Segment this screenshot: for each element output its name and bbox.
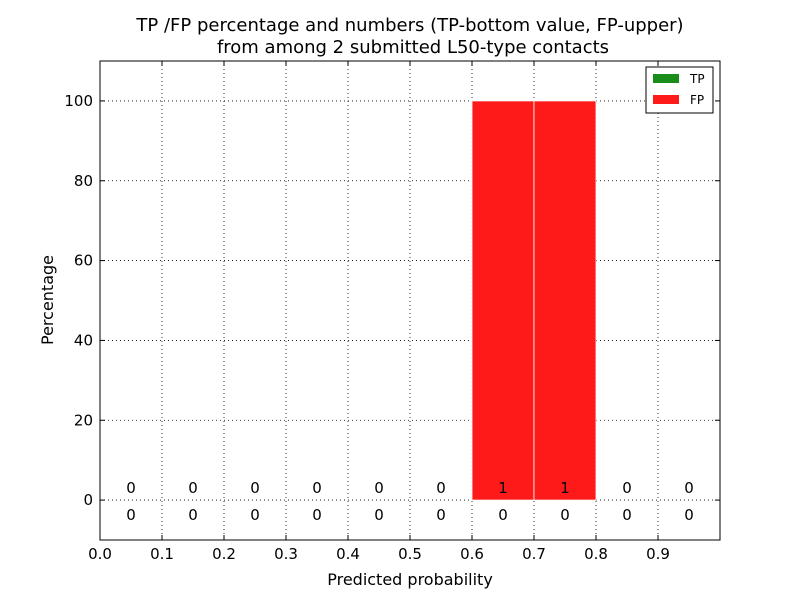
- x-tick-label: 0.5: [398, 545, 422, 563]
- bars: [471, 100, 597, 501]
- y-axis-label: Percentage: [38, 255, 57, 345]
- tp-count-label: 0: [498, 506, 508, 524]
- x-tick-label: 0.1: [150, 545, 174, 563]
- x-tick-label: 0.3: [274, 545, 298, 563]
- y-tick-label: 60: [74, 252, 93, 270]
- fp-count-label: 1: [560, 479, 570, 497]
- y-tick-label: 0: [83, 491, 93, 509]
- fp-count-label: 0: [126, 479, 136, 497]
- y-tick-label: 100: [64, 92, 93, 110]
- x-tick-label: 0.4: [336, 545, 360, 563]
- tp-count-label: 0: [126, 506, 136, 524]
- legend-swatch-fp: [653, 95, 679, 104]
- y-tick-label: 40: [74, 331, 93, 349]
- legend: TP FP: [645, 66, 714, 114]
- x-axis-ticks: 0.0 0.1 0.2 0.3 0.4 0.5 0.6 0.7 0.8 0.9: [88, 61, 670, 563]
- fp-count-label: 0: [312, 479, 322, 497]
- fp-count-label: 1: [498, 479, 508, 497]
- x-tick-label: 0.6: [460, 545, 484, 563]
- fp-bar: [471, 100, 535, 501]
- x-tick-label: 0.8: [584, 545, 608, 563]
- x-tick-label: 0.7: [522, 545, 546, 563]
- y-tick-label: 20: [74, 411, 93, 429]
- x-tick-label: 0.2: [212, 545, 236, 563]
- tp-count-label: 0: [374, 506, 384, 524]
- plot-frame: [99, 60, 721, 541]
- tp-count-label: 0: [188, 506, 198, 524]
- legend-label-tp: TP: [689, 72, 705, 86]
- count-labels: 0 0 0 0 0 0 0 0 0 0 0 0 1 0 1 0 0 0 0 0: [126, 479, 694, 524]
- fp-bar: [533, 100, 597, 501]
- fp-count-label: 0: [436, 479, 446, 497]
- y-tick-label: 80: [74, 172, 93, 190]
- tp-count-label: 0: [560, 506, 570, 524]
- fp-count-label: 0: [188, 479, 198, 497]
- tp-count-label: 0: [622, 506, 632, 524]
- x-tick-label: 0.9: [646, 545, 670, 563]
- tp-count-label: 0: [312, 506, 322, 524]
- fp-count-label: 0: [684, 479, 694, 497]
- fp-count-label: 0: [374, 479, 384, 497]
- legend-swatch-tp: [653, 74, 679, 83]
- legend-label-fp: FP: [690, 93, 704, 107]
- tp-count-label: 0: [684, 506, 694, 524]
- tp-count-label: 0: [250, 506, 260, 524]
- tp-count-label: 0: [436, 506, 446, 524]
- chart-title-line2: from among 2 submitted L50-type contacts: [217, 37, 609, 58]
- chart-title-line1: TP /FP percentage and numbers (TP-bottom…: [135, 15, 683, 36]
- fp-count-label: 0: [250, 479, 260, 497]
- grid-lines: [100, 61, 720, 540]
- fp-count-label: 0: [622, 479, 632, 497]
- x-axis-label: Predicted probability: [327, 570, 493, 589]
- x-tick-label: 0.0: [88, 545, 112, 563]
